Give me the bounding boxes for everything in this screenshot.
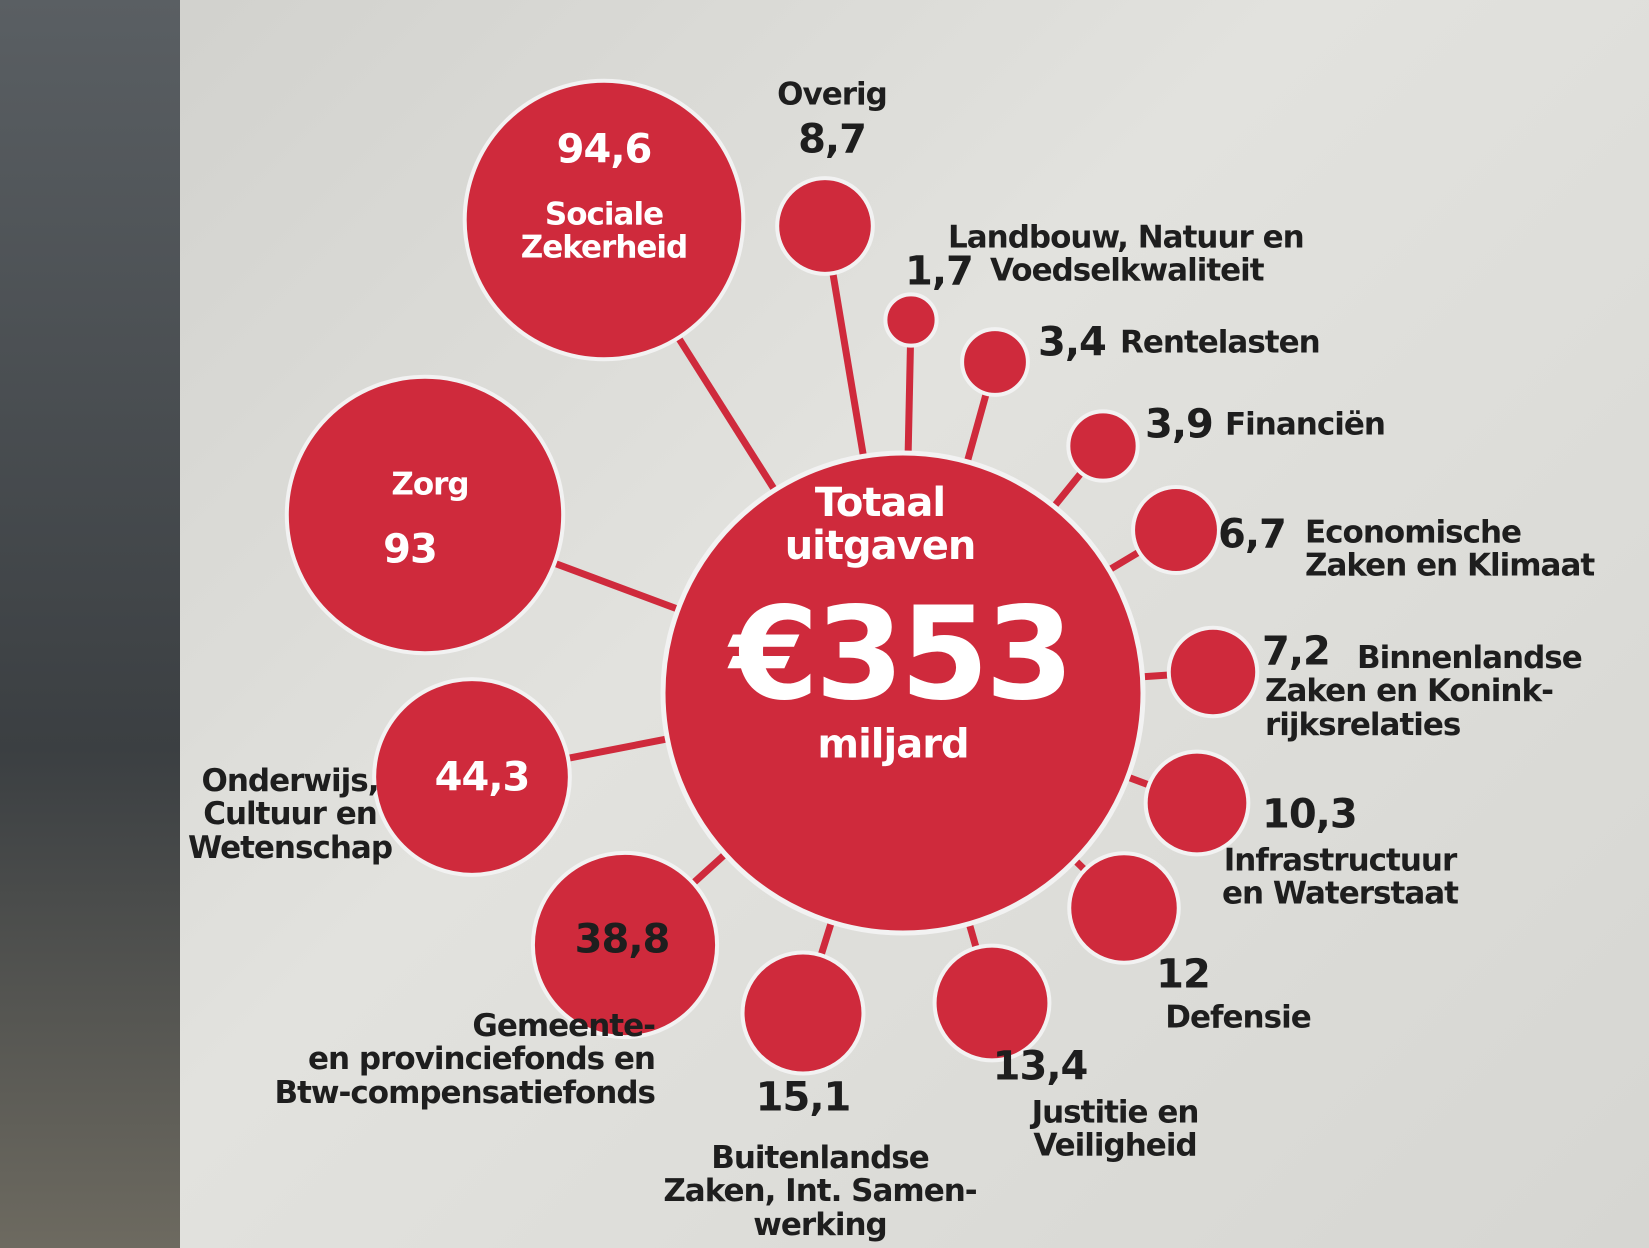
category-label: Justitie en Veiligheid: [1031, 1094, 1200, 1164]
value-label: 38,8: [574, 916, 671, 963]
category-label: Gemeente- en provinciefonds en Btw-compe…: [274, 1007, 656, 1111]
value-label: 10,3: [1262, 791, 1358, 838]
category-label: Landbouw, Natuur en Voedselkwaliteit: [948, 219, 1305, 289]
value-label: 6,7: [1218, 511, 1287, 558]
value-label: 94,6: [556, 126, 653, 173]
value-label: 7,2: [1262, 628, 1331, 675]
category-label: Economische Zaken en Klimaat: [1305, 514, 1595, 584]
bubble: [1143, 749, 1251, 857]
bubble: [372, 677, 572, 877]
category-label: Zorg: [391, 466, 469, 503]
value-label: 1,7: [905, 248, 974, 295]
center-value: €353: [729, 579, 1074, 729]
value-label: 3,4: [1038, 319, 1107, 366]
bubble: [1067, 851, 1181, 965]
bubble: [1066, 409, 1140, 483]
value-label: 3,9: [1145, 401, 1214, 448]
bubble: [883, 292, 939, 348]
category-label: Overig: [777, 76, 888, 113]
bubble: [284, 374, 566, 656]
value-label: 93: [383, 526, 438, 573]
value-label: 13,4: [992, 1043, 1089, 1090]
value-label: 12: [1156, 951, 1211, 998]
center-bubble: [660, 450, 1146, 936]
category-label: Buitenlandse Zaken, Int. Samen- werking: [663, 1139, 977, 1243]
category-label: Onderwijs, Cultuur en Wetenschap: [187, 762, 393, 866]
category-label: Rentelasten: [1120, 324, 1321, 361]
center-title: Totaal uitgaven: [784, 479, 977, 569]
photo-edge: [0, 0, 180, 1248]
bubble: [960, 327, 1030, 397]
category-label: Sociale Zekerheid: [520, 196, 689, 266]
bubble: [932, 943, 1052, 1063]
category-label: Defensie: [1165, 999, 1311, 1036]
center-unit: miljard: [817, 721, 969, 768]
bubble: [1166, 625, 1260, 719]
category-label: Financiën: [1225, 406, 1386, 443]
bubble: [740, 950, 866, 1076]
category-label: Infrastructuur en Waterstaat: [1222, 842, 1459, 912]
category-label: Binnenlandse Zaken en Konink- rijksrelat…: [1265, 639, 1583, 743]
bubble: [530, 850, 720, 1040]
bubble: [1131, 485, 1221, 575]
bubble: [462, 78, 746, 362]
value-label: 15,1: [755, 1074, 852, 1121]
bubble: [775, 176, 875, 276]
value-label: 44,3: [434, 754, 531, 801]
value-label: 8,7: [798, 116, 867, 163]
